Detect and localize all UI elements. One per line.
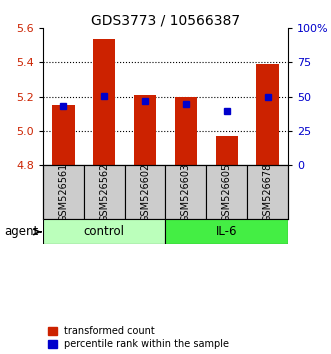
Text: GSM526561: GSM526561 — [59, 162, 69, 222]
Bar — [256, 64, 279, 165]
Text: agent: agent — [5, 225, 39, 238]
Bar — [52, 105, 75, 165]
Title: GDS3773 / 10566387: GDS3773 / 10566387 — [91, 13, 240, 27]
Text: GSM526562: GSM526562 — [99, 162, 109, 222]
Legend: transformed count, percentile rank within the sample: transformed count, percentile rank withi… — [48, 326, 229, 349]
Bar — [215, 136, 238, 165]
Bar — [166, 219, 288, 244]
Bar — [125, 165, 166, 219]
Bar — [175, 97, 197, 165]
Bar — [84, 165, 125, 219]
Bar — [43, 219, 166, 244]
Bar — [206, 165, 247, 219]
Text: IL-6: IL-6 — [216, 225, 237, 238]
Bar — [166, 165, 206, 219]
Text: GSM526603: GSM526603 — [181, 162, 191, 222]
Text: control: control — [84, 225, 125, 238]
Text: GSM526605: GSM526605 — [222, 162, 232, 222]
Bar — [93, 39, 116, 165]
Bar — [134, 95, 156, 165]
Text: GSM526602: GSM526602 — [140, 162, 150, 222]
Bar — [247, 165, 288, 219]
Bar — [43, 165, 84, 219]
Text: GSM526678: GSM526678 — [262, 162, 272, 222]
